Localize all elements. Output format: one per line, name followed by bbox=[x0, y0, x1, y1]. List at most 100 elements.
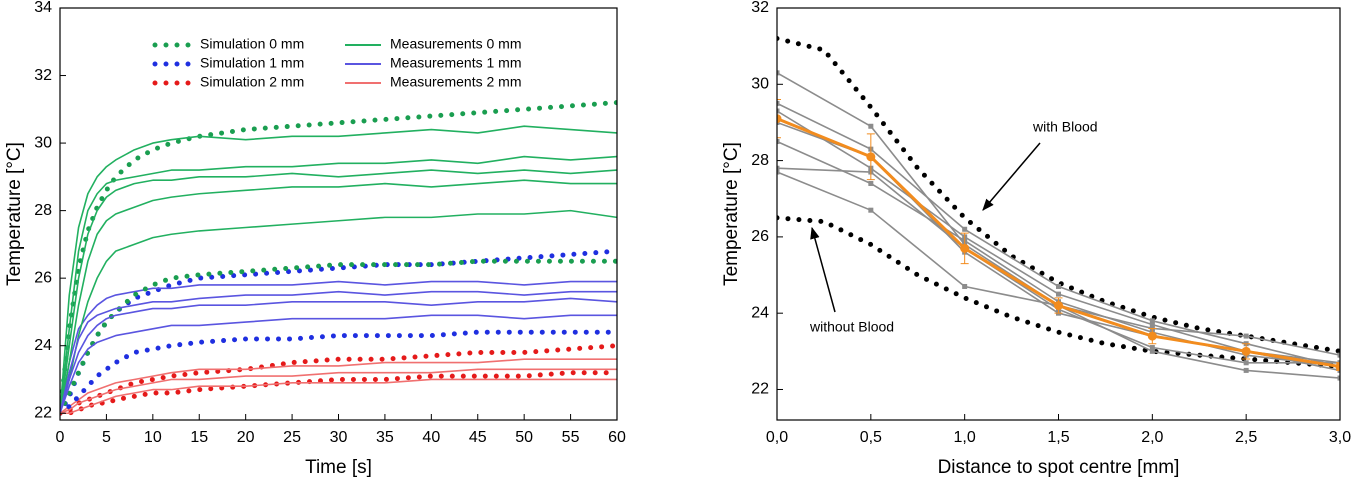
legend-label: Simulation 1 mm bbox=[200, 55, 304, 71]
x-tick-label: 30 bbox=[330, 429, 348, 446]
marker bbox=[777, 169, 780, 175]
plot-frame bbox=[776, 7, 1341, 421]
marker bbox=[777, 108, 780, 114]
annotation-arrow bbox=[982, 142, 1041, 211]
y-axis-title: Temperature [°C] bbox=[4, 142, 25, 286]
y-tick-label: 32 bbox=[751, 0, 769, 16]
marker bbox=[1056, 283, 1061, 289]
x-axis-title: Time [s] bbox=[305, 457, 372, 478]
legend: Simulation 0 mm Simulation 1 mm Simulation… bbox=[152, 36, 521, 90]
plot bbox=[60, 100, 617, 416]
x-tick-label: 15 bbox=[190, 429, 208, 446]
y-tick-label: 32 bbox=[34, 67, 52, 84]
simulation-line bbox=[60, 258, 617, 416]
error-bar bbox=[777, 99, 781, 139]
measurement-line bbox=[60, 280, 617, 414]
annotation: without Blood bbox=[809, 319, 894, 335]
measurement-line bbox=[60, 125, 617, 414]
y-tick-label: 30 bbox=[34, 134, 52, 151]
marker bbox=[777, 165, 780, 171]
marker bbox=[868, 180, 874, 186]
marker bbox=[777, 114, 782, 124]
measurement-line bbox=[60, 358, 617, 414]
marker bbox=[1335, 362, 1340, 372]
x-tick-label: 0,0 bbox=[766, 429, 788, 446]
x-tick-label: 1,5 bbox=[1047, 429, 1069, 446]
plot-frame bbox=[59, 7, 618, 421]
y-tick-label: 24 bbox=[751, 304, 769, 321]
annotation-arrow bbox=[810, 226, 836, 313]
marker bbox=[1149, 348, 1155, 354]
simulation-line bbox=[777, 36, 1340, 354]
marker bbox=[866, 152, 876, 162]
x-tick-label: 1,0 bbox=[954, 429, 976, 446]
measurement-line bbox=[60, 368, 617, 415]
y-tick-label: 22 bbox=[751, 381, 769, 398]
measurement-line bbox=[60, 209, 617, 414]
measurement-line bbox=[60, 155, 617, 414]
marker bbox=[1056, 291, 1061, 297]
y-tick-label: 28 bbox=[34, 202, 52, 219]
y-tick-label: 34 bbox=[34, 0, 52, 16]
x-tick-label: 5 bbox=[102, 429, 111, 446]
x-tick-label: 2,0 bbox=[1141, 429, 1163, 446]
simulation-line bbox=[60, 100, 617, 416]
legend-label: Simulation 2 mm bbox=[200, 74, 304, 90]
y-axis-title: Temperature [°C] bbox=[721, 142, 742, 286]
x-tick-label: 3,0 bbox=[1329, 429, 1351, 446]
y-tick-label: 24 bbox=[34, 337, 52, 354]
y-tick-label: 26 bbox=[34, 269, 52, 286]
marker bbox=[1241, 346, 1251, 356]
x-tick-label: 0,5 bbox=[860, 429, 882, 446]
marker bbox=[777, 139, 780, 145]
marker bbox=[1147, 331, 1157, 341]
annotation: with Blood bbox=[1032, 119, 1098, 135]
x-tick-label: 60 bbox=[608, 429, 626, 446]
x-tick-label: 35 bbox=[376, 429, 394, 446]
measurement-line bbox=[777, 171, 1340, 379]
measurement-line bbox=[60, 378, 617, 415]
x-tick-label: 25 bbox=[283, 429, 301, 446]
marker bbox=[868, 207, 874, 213]
x-tick-label: 40 bbox=[422, 429, 440, 446]
x-tick-label: 55 bbox=[562, 429, 580, 446]
x-tick-label: 50 bbox=[515, 429, 533, 446]
plot bbox=[777, 36, 1340, 381]
x-tick-label: 45 bbox=[469, 429, 487, 446]
y-tick-label: 26 bbox=[751, 228, 769, 245]
marker bbox=[1337, 375, 1340, 381]
marker bbox=[1054, 301, 1063, 311]
legend-label: Measurements 0 mm bbox=[390, 36, 521, 52]
error-bar bbox=[1336, 362, 1340, 371]
marker bbox=[960, 243, 970, 253]
marker bbox=[1149, 345, 1155, 351]
marker bbox=[1243, 360, 1249, 366]
marker bbox=[962, 226, 968, 232]
y-tick-label: 30 bbox=[751, 76, 769, 93]
y-tick-label: 28 bbox=[751, 152, 769, 169]
marker bbox=[962, 283, 968, 289]
x-axis-title: Distance to spot centre [mm] bbox=[938, 457, 1180, 478]
measurement-line bbox=[60, 297, 617, 414]
marker bbox=[1337, 352, 1340, 358]
marker bbox=[777, 70, 780, 76]
x-tick-label: 2,5 bbox=[1235, 429, 1257, 446]
measurement-line bbox=[60, 179, 617, 414]
x-tick-label: 10 bbox=[144, 429, 162, 446]
y-tick-label: 22 bbox=[34, 404, 52, 421]
measurement-line bbox=[60, 314, 617, 414]
x-tick-label: 20 bbox=[237, 429, 255, 446]
marker bbox=[1243, 367, 1249, 373]
legend-label: Measurements 1 mm bbox=[390, 55, 521, 71]
legend-label: Simulation 0 mm bbox=[200, 36, 304, 52]
measurement-line bbox=[60, 290, 617, 414]
marker bbox=[777, 100, 780, 106]
marker bbox=[868, 123, 874, 129]
marker bbox=[1149, 322, 1155, 328]
measurement-line bbox=[60, 169, 617, 414]
x-tick-label: 0 bbox=[56, 429, 65, 446]
marker bbox=[1243, 333, 1249, 339]
marker bbox=[1149, 318, 1155, 324]
legend-label: Measurements 2 mm bbox=[390, 74, 521, 90]
